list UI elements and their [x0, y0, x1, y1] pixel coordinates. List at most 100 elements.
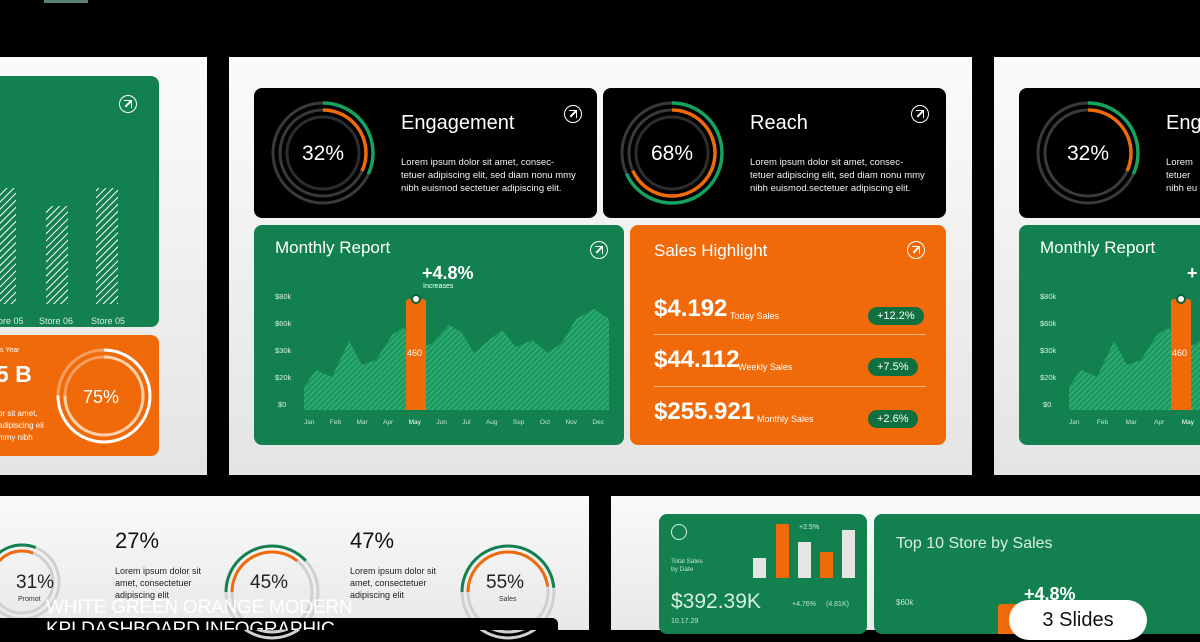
slide-right[interactable]: 32% Eng Lorem tetuer nibh eu Monthly Rep…: [994, 57, 1200, 475]
reach-ring: [620, 101, 724, 205]
kpi-desc: or sit amet, adipiscing eli mmy nibh: [0, 409, 44, 442]
orange-kpi-card[interactable]: s Year 5 B or sit amet, adipiscing eli m…: [0, 335, 159, 456]
monthly-report-card[interactable]: Monthly Report $80k $60k $30k $20k $0 46…: [254, 225, 624, 445]
bar-callout: +2.5%: [799, 524, 820, 531]
highlight-bar-label: 460: [407, 348, 423, 358]
area-chart: [304, 309, 609, 410]
callout-value: +4.8%: [422, 263, 474, 283]
month-label: Jan: [304, 419, 315, 426]
y-tick: $80k: [275, 292, 292, 301]
highlight-bar-dot: [411, 294, 421, 304]
month-label: Feb: [1096, 419, 1109, 426]
engagement-arc-green: [271, 101, 375, 205]
reach-desc: Lorem ipsum dolor sit amet, consec- tetu…: [750, 157, 925, 194]
weekly-sales-label: Weekly Sales: [738, 362, 793, 372]
callout-value: +: [1187, 263, 1198, 283]
slides-badge-label: 3 Slides: [1042, 609, 1114, 631]
month-axis: Jan Feb Mar Apr May Jun Jul Aug Sep Oct …: [304, 419, 604, 426]
month-label: Feb: [329, 419, 342, 426]
month-label: Nov: [565, 419, 577, 426]
down-arrow-icon: [671, 524, 687, 540]
reach-pct: 68%: [651, 142, 694, 165]
weekly-sales-amount: $44.112: [654, 346, 740, 373]
month-label: Jul: [462, 419, 471, 426]
engagement-card[interactable]: 32% Engagement Lorem ipsum dolor sit ame…: [254, 88, 597, 218]
top-left-accent: [44, 0, 88, 3]
divider: [654, 386, 926, 387]
callout-label: Increases: [423, 283, 454, 290]
slide-bottom-right[interactable]: Total Sales by Date $392.39K +4.76% (4.8…: [611, 496, 1200, 634]
y-tick: $0: [278, 400, 287, 409]
monthly-title: Monthly Report: [1040, 238, 1156, 257]
mini-bar: [842, 530, 855, 578]
y-tick: $60k: [275, 319, 292, 328]
month-label: Mar: [1125, 419, 1137, 426]
arrow-icon[interactable]: [590, 241, 608, 259]
store-bar: [46, 206, 68, 304]
slide-left[interactable]: ore 05 Store 06 Store 05 s Year 5 B or s…: [0, 57, 207, 475]
ring-pct: 45%: [250, 572, 289, 593]
total-sales-card[interactable]: Total Sales by Date $392.39K +4.76% (4.8…: [659, 514, 867, 634]
monthly-sales-change: +2.6%: [868, 410, 918, 428]
ring-pct: 31%: [16, 572, 55, 593]
reach-title: Reach: [750, 112, 808, 134]
engagement-title: Engagement: [401, 112, 515, 134]
y-tick: $60k: [896, 598, 914, 607]
pct-headline: 27%: [115, 528, 160, 553]
weekly-sales-change: +7.5%: [868, 358, 918, 376]
reach-arc-green: [620, 101, 724, 205]
arrow-icon[interactable]: [911, 105, 929, 123]
top10-callout: +4.8%: [1024, 584, 1076, 604]
arrow-icon[interactable]: [907, 241, 925, 259]
ring-label: Sales: [499, 596, 517, 603]
slide-center[interactable]: 32% Engagement Lorem ipsum dolor sit ame…: [229, 57, 972, 475]
area-series: [304, 309, 609, 410]
y-tick: $0: [1043, 400, 1052, 409]
engagement-title: Eng: [1166, 112, 1200, 134]
store-bars: [0, 188, 118, 304]
date: 10.17.29: [671, 618, 699, 625]
y-tick: $30k: [1040, 346, 1057, 355]
mini-bar: [776, 524, 789, 578]
arrow-icon[interactable]: [564, 105, 582, 123]
caption-bar: [0, 618, 558, 630]
month-axis: Jan Feb Mar Apr May: [1069, 419, 1194, 426]
month-label: Oct: [539, 419, 551, 426]
growth-abs: (4.81K): [826, 601, 849, 608]
engagement-pct: 32%: [302, 142, 345, 165]
month-label: Aug: [485, 419, 498, 426]
mini-bar: [820, 552, 833, 578]
sales-highlight-card[interactable]: Sales Highlight $4.192 Today Sales +12.2…: [630, 225, 946, 445]
today-sales-change: +12.2%: [868, 307, 924, 325]
month-label: Apr: [383, 419, 394, 426]
kpi-pct: 75%: [83, 387, 120, 407]
store-bar: [96, 188, 118, 304]
reach-arc-orange: [627, 108, 717, 198]
monthly-report-card[interactable]: Monthly Report $80k $60k $30k $20k $0 46…: [1019, 225, 1200, 445]
store-chart-card[interactable]: ore 05 Store 06 Store 05: [0, 76, 159, 327]
engagement-card[interactable]: 32% Eng Lorem tetuer nibh eu: [1019, 88, 1200, 218]
slides-badge[interactable]: 3 Slides: [1009, 600, 1147, 640]
total-label: Total Sales by Date: [671, 558, 703, 573]
sales-title: Sales Highlight: [654, 241, 768, 260]
top10-title: Top 10 Store by Sales: [896, 535, 1053, 552]
monthly-sales-amount: $255.921: [654, 398, 755, 425]
mini-bar: [753, 558, 766, 578]
arrow-icon[interactable]: [119, 95, 137, 113]
month-label: May: [1181, 419, 1194, 426]
month-label: Dec: [592, 419, 604, 426]
caption-line-2: KPI DASHBOARD INFOGRAPHIC: [46, 619, 335, 630]
highlight-bar: [406, 299, 426, 410]
y-tick: $60k: [1040, 319, 1057, 328]
reach-card[interactable]: 68% Reach Lorem ipsum dolor sit amet, co…: [603, 88, 946, 218]
y-tick: $20k: [1040, 373, 1057, 382]
slide-bottom-left[interactable]: 31% Promot 27% Lorem ipsum dolor sit ame…: [0, 496, 589, 640]
growth: +4.76%: [792, 601, 816, 608]
ring-label: Promot: [18, 596, 41, 603]
caption-line-1: WHITE GREEN ORANGE MODERN: [46, 597, 353, 618]
pct-headline: 47%: [350, 528, 395, 553]
highlight-bar-dot: [1176, 294, 1186, 304]
monthly-sales-label: Monthly Sales: [757, 414, 814, 424]
highlight-bar: [1171, 299, 1191, 410]
today-sales-amount: $4.192: [654, 295, 728, 322]
